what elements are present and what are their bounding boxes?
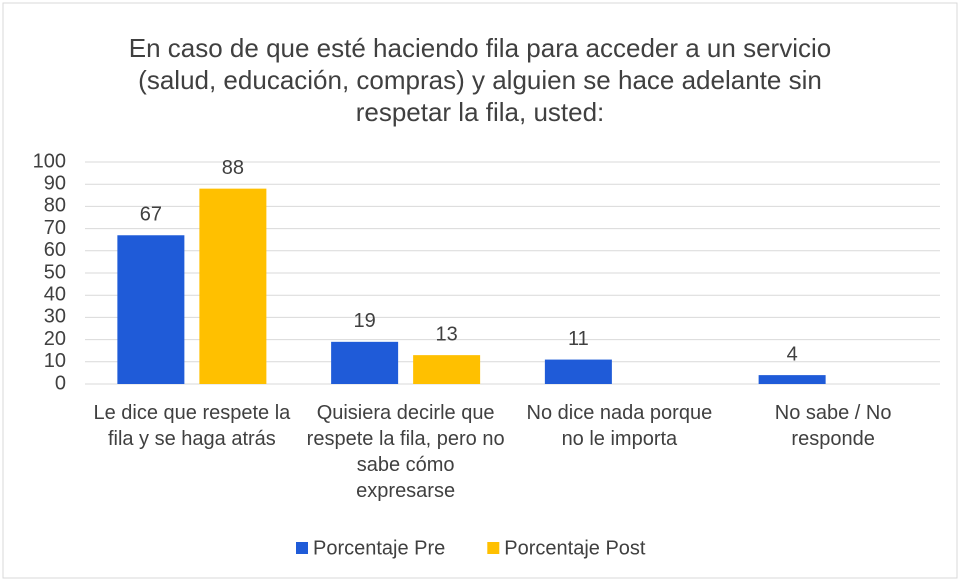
y-tick-label: 0 [55, 372, 66, 394]
bar [199, 188, 267, 384]
y-tick-label: 20 [44, 328, 66, 350]
x-tick-label: Quisiera decirle que respete la fila, pe… [306, 402, 505, 502]
y-tick-label: 70 [44, 217, 66, 239]
y-tick-label: 10 [44, 350, 66, 372]
y-tick-label: 90 [44, 172, 66, 194]
bar [117, 235, 185, 384]
data-label: 13 [436, 323, 458, 345]
y-tick-label: 80 [44, 195, 66, 217]
bar [758, 375, 826, 384]
legend-swatch [296, 542, 308, 554]
legend-label: Porcentaje Post [504, 537, 646, 559]
bar [544, 359, 612, 384]
y-tick-label: 30 [44, 306, 66, 328]
data-label: 88 [222, 157, 244, 179]
y-tick-label: 60 [44, 239, 66, 261]
x-tick-label: No sabe / No responde [774, 402, 892, 450]
y-tick-label: 40 [44, 283, 66, 305]
data-label: 4 [787, 343, 798, 365]
y-tick-label: 100 [33, 150, 66, 172]
legend-label: Porcentaje Pre [313, 537, 445, 559]
bar [413, 355, 481, 384]
data-label: 67 [140, 204, 162, 226]
legend-swatch [487, 542, 500, 554]
bar [331, 341, 399, 384]
x-tick-label: Le dice que respete la fila y se haga at… [93, 402, 291, 450]
y-tick-label: 50 [44, 261, 66, 283]
data-label: 11 [568, 328, 589, 350]
data-label: 19 [354, 310, 376, 332]
chart-title: En caso de que esté haciendo fila para a… [128, 33, 832, 127]
x-tick-label: No dice nada porque no le importa [526, 402, 713, 450]
